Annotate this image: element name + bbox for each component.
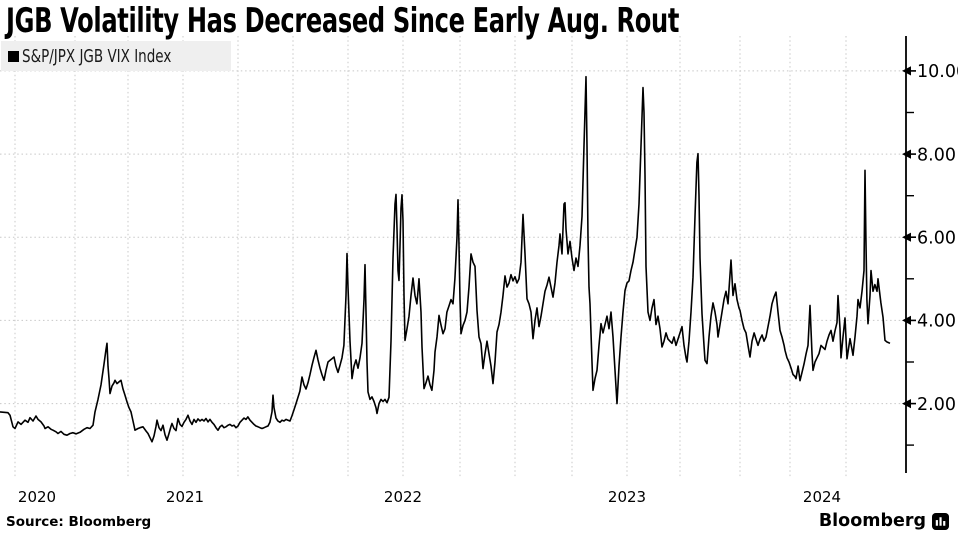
x-year-label: 2022 [384,488,422,506]
y-tick-label: 10.00 [917,62,958,82]
x-year-label: 2020 [18,488,56,506]
x-year-label: 2023 [608,488,646,506]
y-tick-label: 2.00 [917,395,956,415]
x-year-label: 2024 [803,488,841,506]
source-note: Source: Bloomberg [6,514,152,530]
y-tick-arrow-icon [902,66,911,76]
legend-label: S&P/JPX JGB VIX Index [22,45,172,67]
y-tick-arrow-icon [902,232,911,242]
bloomberg-wordmark: Bloomberg [818,511,926,531]
y-tick-arrow-icon [902,399,911,409]
series-line-sp-jpx-jgb-vix [0,75,891,443]
x-year-label: 2021 [166,488,204,506]
chart-title: JGB Volatility Has Decreased Since Early… [6,1,680,41]
legend-black-square-icon [8,50,19,62]
y-tick-arrow-icon [902,149,911,159]
y-tick-label: 8.00 [917,145,956,165]
y-tick-label: 4.00 [917,312,956,332]
bloomberg-bars-app-icon [932,512,949,530]
bloomberg-logo: Bloomberg [819,511,949,531]
y-tick-label: 6.00 [917,228,956,248]
y-tick-arrow-icon [902,315,911,325]
legend: S&P/JPX JGB VIX Index [1,41,232,71]
